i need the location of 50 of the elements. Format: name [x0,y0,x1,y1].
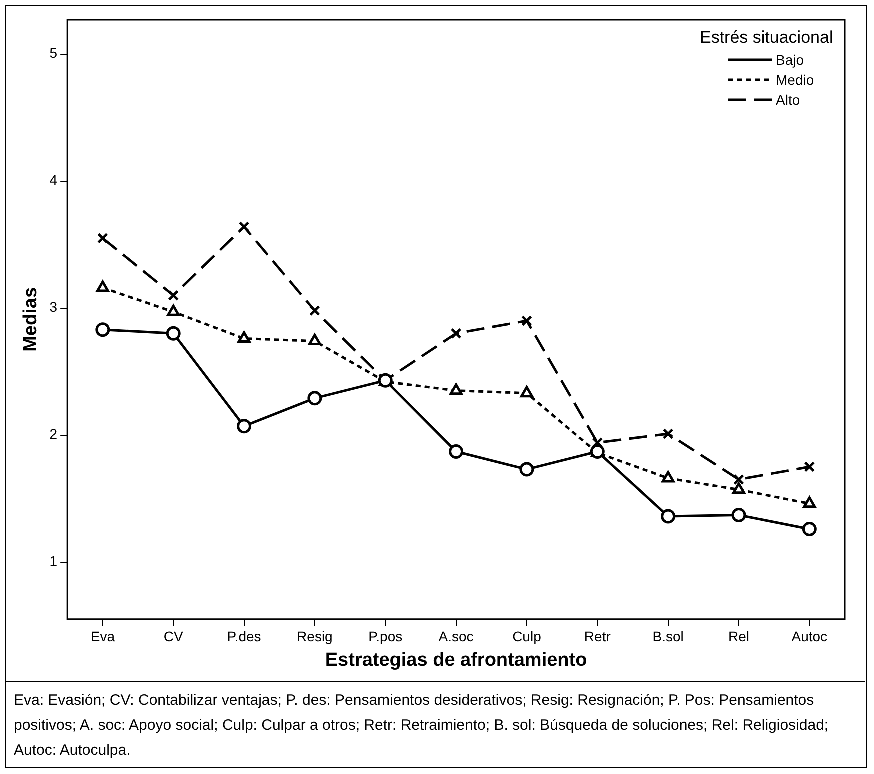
point [732,508,746,523]
point [733,474,744,486]
point [167,304,180,316]
point [520,386,534,398]
x-tick-label: Resig [297,628,333,645]
point [661,509,676,524]
x-tick-label: P.pos [368,628,403,645]
point [238,222,250,232]
y-tick-label: 4 [50,172,58,188]
x-tick-label: Eva [90,628,116,645]
legend-label: Alto [776,92,800,108]
y-axis-title: Medias [20,287,42,352]
x-tick-label: Rel [728,628,750,645]
point [662,428,674,440]
point [450,384,463,396]
text: Eva: Evasión; CV: Contabilizar ventajas; P. des: Pensamientos desiderativos; Resig: Resignación; P. Pos: Pensamientos positivos; A. soc: Apoyo social; Culp: Culpar a otros; Retr: Retraimiento; B. sol: Búsqueda de soluciones; Rel: Religiosidad; Autoc: Autoculpa. [6,681,865,769]
x-tick-label: Culp [512,628,542,645]
legend-label: Medio [776,72,814,88]
point [802,522,817,536]
x-tick-label: Retr [584,628,612,645]
point [309,305,320,316]
point [308,391,322,406]
point [449,444,464,460]
point [662,471,675,483]
legend-title: Estrés situacional [700,28,834,48]
point [237,419,252,434]
point [803,496,816,508]
point [96,280,110,292]
x-tick-label: Autoc [792,628,828,645]
y-tick-label: 3 [50,299,58,316]
point [804,462,816,473]
point [521,315,532,326]
x-tick-label: A.soc [438,628,474,645]
point [96,322,110,338]
point [97,232,108,244]
y-tick-label: 1 [50,553,58,570]
x-tick-label: P.des [227,628,262,645]
point [450,328,462,340]
point [308,334,322,346]
x-tick-label: CV [164,628,184,645]
y-tick-label: 2 [50,426,58,442]
point [520,462,534,477]
point [168,290,180,302]
x-axis-title: Estrategias de afrontamiento [325,650,588,671]
y-tick-label: 5 [50,45,58,62]
legend-label: Bajo [776,52,804,68]
point [166,326,181,341]
point [732,482,746,494]
x-tick-label: B.sol [652,628,684,645]
point [238,332,251,343]
